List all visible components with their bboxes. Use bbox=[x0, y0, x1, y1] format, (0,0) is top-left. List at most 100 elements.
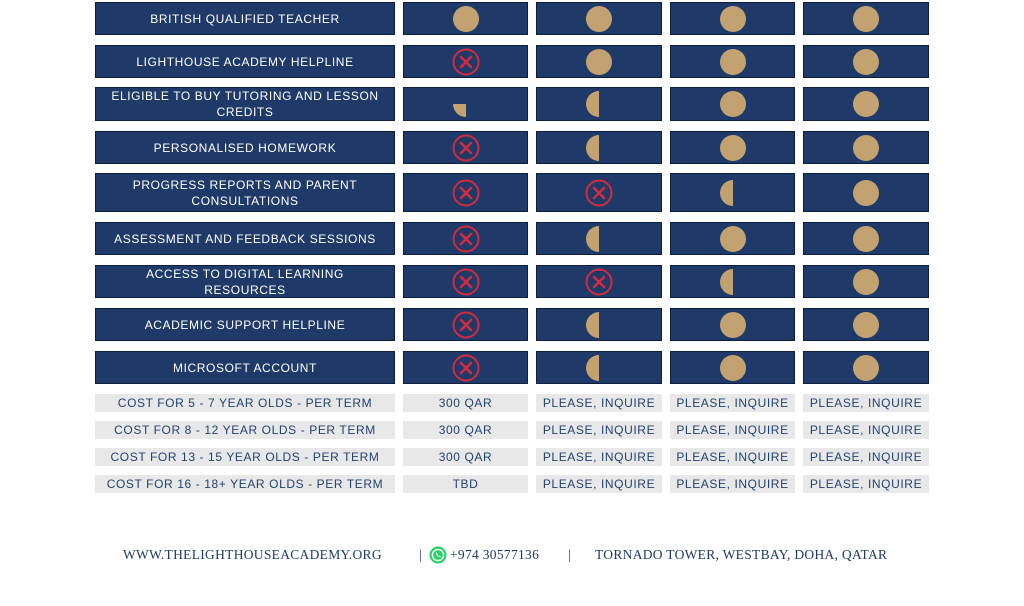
cost-label: COST FOR 13 - 15 YEAR OLDS - PER TERM bbox=[110, 450, 380, 464]
cost-label-cell: COST FOR 13 - 15 YEAR OLDS - PER TERM bbox=[95, 448, 395, 466]
cost-value: 300 QAR bbox=[438, 423, 493, 437]
full-circle-icon bbox=[452, 5, 479, 32]
full-circle-icon bbox=[853, 225, 879, 252]
mark-cell bbox=[536, 351, 662, 384]
whatsapp-icon bbox=[429, 546, 447, 564]
feature-label-cell: MICROSOFT ACCOUNT bbox=[95, 351, 395, 384]
cost-value-cell: PLEASE, INQUIRE bbox=[803, 394, 929, 412]
cost-label: COST FOR 5 - 7 YEAR OLDS - PER TERM bbox=[117, 396, 373, 410]
mark-cell bbox=[536, 87, 662, 121]
cross-icon bbox=[452, 354, 479, 381]
cross-icon bbox=[452, 48, 479, 75]
cost-row: COST FOR 8 - 12 YEAR OLDS - PER TERM 300… bbox=[0, 421, 1024, 439]
feature-label-cell: PROGRESS REPORTS AND PARENT CONSULTATION… bbox=[95, 173, 395, 212]
cost-label: COST FOR 8 - 12 YEAR OLDS - PER TERM bbox=[114, 423, 376, 437]
full-circle-icon bbox=[586, 48, 612, 75]
feature-label: ELIGIBLE TO BUY TUTORING AND LESSON CRED… bbox=[111, 89, 379, 119]
cross-icon bbox=[452, 225, 479, 252]
full-circle-icon bbox=[719, 225, 746, 252]
cost-value: PLEASE, INQUIRE bbox=[809, 450, 923, 464]
feature-label: MICROSOFT ACCOUNT bbox=[173, 360, 317, 375]
cost-value-cell: PLEASE, INQUIRE bbox=[670, 448, 795, 466]
cost-value-cell: 300 QAR bbox=[403, 394, 528, 412]
mark-cell bbox=[536, 2, 662, 35]
feature-label-cell: ACCESS TO DIGITAL LEARNING RESOURCES bbox=[95, 265, 395, 298]
mark-cell bbox=[536, 131, 662, 164]
mark-cell bbox=[403, 131, 528, 164]
cost-row: COST FOR 13 - 15 YEAR OLDS - PER TERM 30… bbox=[0, 448, 1024, 466]
cost-label: COST FOR 16 - 18+ YEAR OLDS - PER TERM bbox=[106, 477, 384, 491]
feature-label-cell: ACADEMIC SUPPORT HELPLINE bbox=[95, 308, 395, 341]
feature-row: LIGHTHOUSE ACADEMY HELPLINE bbox=[0, 45, 1024, 78]
full-circle-icon bbox=[719, 311, 746, 338]
mark-cell bbox=[803, 173, 929, 212]
full-circle-icon bbox=[853, 91, 879, 117]
mark-cell bbox=[803, 87, 929, 121]
feature-label-cell: ELIGIBLE TO BUY TUTORING AND LESSON CRED… bbox=[95, 87, 395, 121]
cost-value: PLEASE, INQUIRE bbox=[809, 423, 923, 437]
mark-cell bbox=[670, 87, 795, 121]
website-link[interactable]: WWW.THELIGHTHOUSEACADEMY.ORG bbox=[123, 547, 382, 562]
mark-cell bbox=[403, 45, 528, 78]
feature-label: LIGHTHOUSE ACADEMY HELPLINE bbox=[136, 54, 354, 69]
cost-value-cell: PLEASE, INQUIRE bbox=[803, 421, 929, 439]
cost-value: PLEASE, INQUIRE bbox=[542, 477, 656, 491]
half-circle-icon bbox=[586, 134, 599, 161]
full-circle-icon bbox=[853, 179, 879, 206]
half-circle-icon bbox=[586, 311, 599, 338]
cost-value-cell: PLEASE, INQUIRE bbox=[803, 475, 929, 493]
feature-row: ASSESSMENT AND FEEDBACK SESSIONS bbox=[0, 222, 1024, 255]
mark-cell bbox=[403, 265, 528, 298]
full-circle-icon bbox=[853, 354, 879, 381]
feature-row: ACCESS TO DIGITAL LEARNING RESOURCES bbox=[0, 265, 1024, 298]
full-circle-icon bbox=[853, 48, 879, 75]
cost-value: 300 QAR bbox=[438, 396, 493, 410]
footer: WWW.THELIGHTHOUSEACADEMY.ORG | +974 3057… bbox=[0, 545, 1024, 567]
mark-cell bbox=[536, 45, 662, 78]
cost-value-cell: PLEASE, INQUIRE bbox=[670, 421, 795, 439]
feature-label-cell: LIGHTHOUSE ACADEMY HELPLINE bbox=[95, 45, 395, 78]
cross-icon bbox=[585, 268, 613, 295]
mark-cell bbox=[670, 2, 795, 35]
mark-cell bbox=[670, 45, 795, 78]
mark-cell bbox=[670, 222, 795, 255]
half-circle-icon bbox=[586, 225, 599, 252]
feature-row: ACADEMIC SUPPORT HELPLINE bbox=[0, 308, 1024, 341]
cross-icon bbox=[452, 268, 479, 295]
cost-label-cell: COST FOR 16 - 18+ YEAR OLDS - PER TERM bbox=[95, 475, 395, 493]
full-circle-icon bbox=[719, 134, 746, 161]
cost-value: TBD bbox=[452, 477, 479, 491]
full-circle-icon bbox=[719, 91, 746, 117]
cost-value-cell: TBD bbox=[403, 475, 528, 493]
mark-cell bbox=[803, 351, 929, 384]
cost-value: PLEASE, INQUIRE bbox=[676, 396, 789, 410]
mark-cell bbox=[536, 173, 662, 212]
mark-cell bbox=[803, 265, 929, 298]
mark-cell bbox=[803, 308, 929, 341]
cost-value-cell: PLEASE, INQUIRE bbox=[803, 448, 929, 466]
mark-cell bbox=[536, 222, 662, 255]
full-circle-icon bbox=[853, 5, 879, 32]
cross-icon bbox=[452, 134, 479, 161]
cost-value-cell: PLEASE, INQUIRE bbox=[536, 448, 662, 466]
cross-icon bbox=[452, 179, 479, 206]
feature-row: PERSONALISED HOMEWORK bbox=[0, 131, 1024, 164]
full-circle-icon bbox=[719, 48, 746, 75]
full-circle-icon bbox=[719, 354, 746, 381]
cost-value: PLEASE, INQUIRE bbox=[542, 450, 656, 464]
feature-row: PROGRESS REPORTS AND PARENT CONSULTATION… bbox=[0, 173, 1024, 212]
phone-number[interactable]: +974 30577136 bbox=[450, 547, 540, 562]
feature-row: BRITISH QUALIFIED TEACHER bbox=[0, 2, 1024, 35]
cost-value-cell: PLEASE, INQUIRE bbox=[670, 475, 795, 493]
full-circle-icon bbox=[853, 268, 879, 295]
feature-label: ASSESSMENT AND FEEDBACK SESSIONS bbox=[114, 231, 376, 246]
cost-value: 300 QAR bbox=[438, 450, 493, 464]
feature-row: MICROSOFT ACCOUNT bbox=[0, 351, 1024, 384]
cost-value: PLEASE, INQUIRE bbox=[676, 450, 789, 464]
cost-value-cell: PLEASE, INQUIRE bbox=[536, 394, 662, 412]
cost-row: COST FOR 5 - 7 YEAR OLDS - PER TERM 300 … bbox=[0, 394, 1024, 412]
mark-cell bbox=[803, 2, 929, 35]
mark-cell bbox=[670, 265, 795, 298]
mark-cell bbox=[803, 45, 929, 78]
cross-icon bbox=[585, 179, 613, 206]
